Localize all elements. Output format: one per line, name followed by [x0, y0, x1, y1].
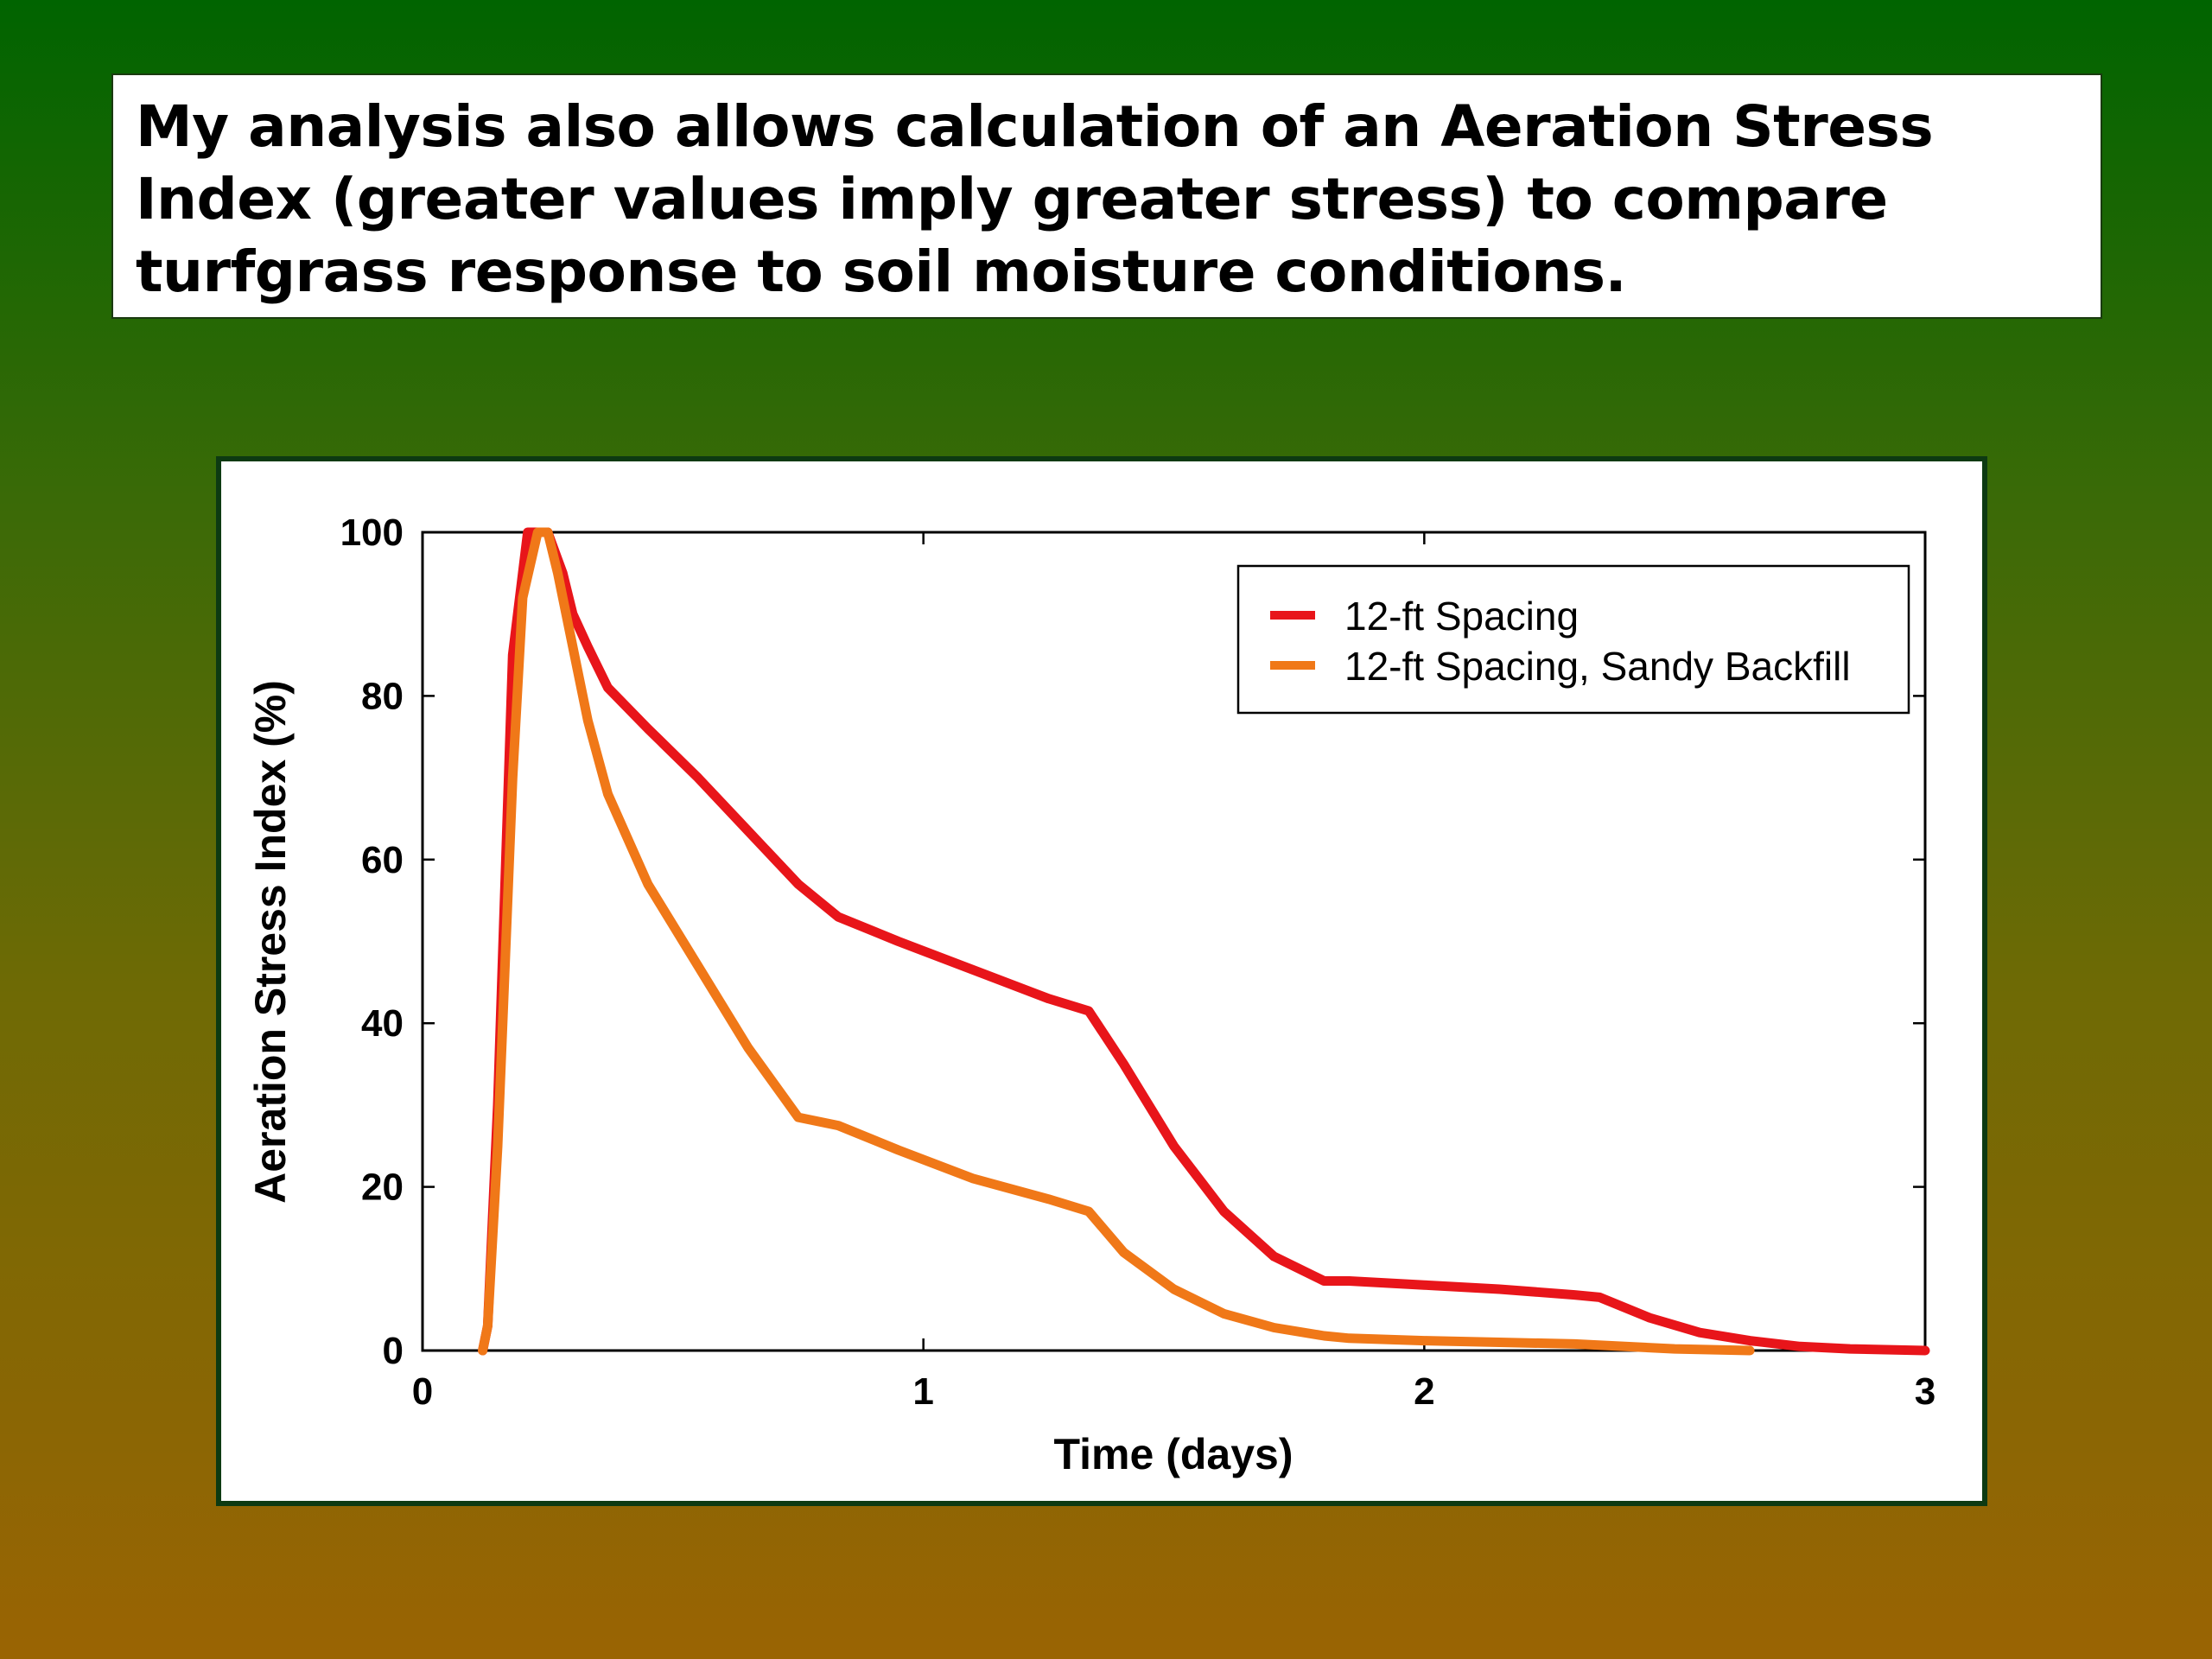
x-axis-label: Time (days): [1054, 1430, 1294, 1478]
y-tick-label-0: 0: [383, 1330, 404, 1372]
x-tick-label-1: 1: [912, 1370, 933, 1413]
x-tick-label-2: 2: [1414, 1370, 1434, 1413]
ticks-layer: 0 1 2 3 0 20 40 60 80 100: [340, 512, 1936, 1413]
x-tick-label-0: 0: [412, 1370, 433, 1413]
caption-box: My analysis also allows calculation of a…: [111, 73, 2102, 319]
y-tick-label-4: 80: [361, 675, 404, 717]
y-axis-label: Aeration Stress Index (%): [246, 680, 295, 1204]
x-tick-label-3: 3: [1915, 1370, 1936, 1413]
legend-label-12ft-spacing: 12-ft Spacing: [1344, 594, 1579, 639]
legend-label-sandy-backfill: 12-ft Spacing, Sandy Backfill: [1344, 644, 1851, 689]
series-layer: [478, 527, 1930, 1356]
plot-area: [421, 531, 1927, 1352]
legend-box: [1236, 564, 1910, 715]
y-tick-label-2: 40: [361, 1002, 404, 1045]
y-tick-label-3: 60: [361, 839, 404, 881]
y-tick-label-5: 100: [340, 512, 404, 554]
y-tick-label-1: 20: [361, 1166, 404, 1209]
series-line-1: [478, 527, 1755, 1356]
slide-caption: My analysis also allows calculation of a…: [136, 93, 1934, 305]
